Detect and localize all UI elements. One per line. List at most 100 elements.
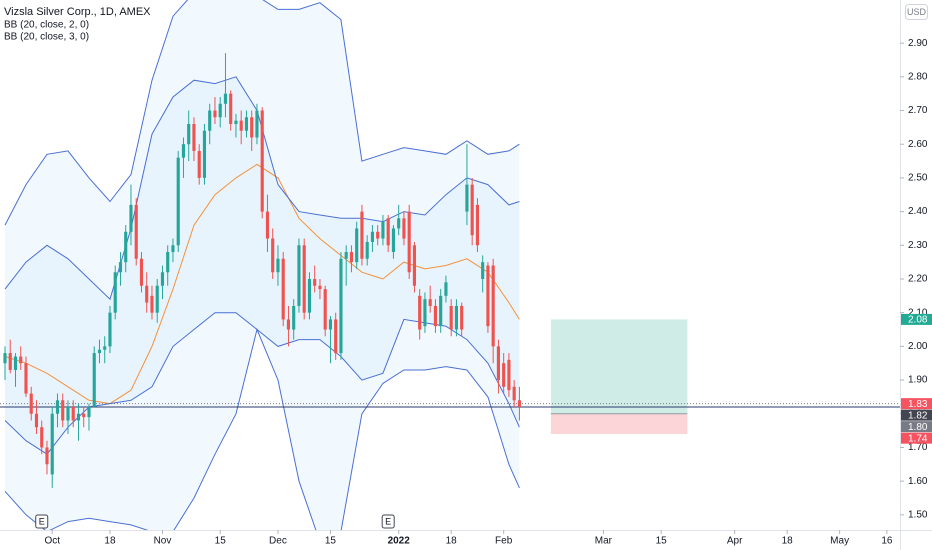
candle-body — [313, 278, 317, 286]
candle-body — [145, 285, 149, 303]
candle-body — [423, 299, 427, 327]
candle-body — [118, 262, 123, 273]
price-tag-label: 1.83 — [908, 399, 928, 410]
candle-body — [370, 231, 375, 242]
candle-body — [71, 407, 75, 421]
profit-zone[interactable] — [550, 319, 688, 414]
x-tick-label: 18 — [104, 536, 116, 547]
candle-body — [176, 157, 180, 246]
candle-body — [281, 258, 285, 320]
x-tick-label: Feb — [495, 536, 513, 547]
candle-body — [360, 211, 364, 259]
price-tag — [901, 432, 932, 444]
candle-body — [108, 312, 112, 347]
candle-body — [491, 265, 495, 347]
candle-body — [244, 117, 249, 131]
candle-body — [265, 211, 270, 239]
candle-body — [19, 356, 23, 364]
candle-body — [339, 258, 343, 354]
candle-body — [318, 285, 322, 290]
event-marker[interactable] — [35, 514, 49, 529]
candle-body — [218, 103, 222, 118]
candle-body — [444, 282, 448, 296]
price-tag-label: 1.82 — [908, 410, 928, 421]
y-tick-label: 2.00 — [908, 341, 928, 352]
candle-body — [402, 218, 406, 239]
currency-box[interactable] — [905, 4, 928, 20]
y-tick-label: 2.50 — [908, 173, 928, 184]
candle-body — [150, 295, 154, 313]
candle-body — [76, 413, 81, 421]
x-tick-label: Nov — [154, 536, 172, 547]
candle-body — [171, 245, 175, 253]
candle-body — [470, 184, 474, 236]
price-tag-label: 2.08 — [908, 315, 928, 326]
candle-body — [234, 120, 238, 124]
candle-body — [397, 218, 401, 229]
candle-body — [134, 204, 138, 259]
candle-body — [229, 93, 233, 124]
candle-body — [297, 245, 301, 306]
candle-body — [454, 305, 459, 330]
candle-body — [208, 110, 212, 131]
loss-zone[interactable] — [550, 413, 688, 434]
candle-body — [386, 218, 390, 246]
x-tick-label: Mar — [595, 536, 613, 547]
event-label: E — [385, 516, 391, 526]
candle-body — [13, 356, 18, 370]
candle-body — [250, 117, 254, 138]
candle-body — [292, 305, 296, 330]
candle-body — [124, 231, 128, 263]
candle-body — [202, 130, 207, 178]
candle-body — [323, 289, 327, 330]
candle-body — [34, 413, 39, 428]
candle-body — [334, 319, 338, 354]
candle-body — [271, 238, 275, 273]
candle-body — [3, 353, 7, 364]
x-tick-label: Apr — [727, 536, 743, 547]
candle-body — [239, 120, 243, 131]
candle-body — [412, 245, 417, 286]
candle-body — [40, 427, 44, 448]
candle-body — [187, 123, 191, 145]
candle-body — [223, 93, 228, 104]
candle-body — [103, 346, 107, 350]
band-line — [4, 327, 520, 530]
y-tick-label: 2.10 — [908, 307, 928, 318]
y-tick-label: 2.80 — [908, 71, 928, 82]
candle-body — [517, 400, 521, 408]
x-tick-label: 15 — [325, 536, 337, 547]
candle-body — [29, 393, 33, 414]
currency-label: USD — [907, 7, 927, 17]
candle-body — [160, 272, 165, 286]
candle-body — [97, 349, 102, 354]
candle-body — [8, 353, 12, 370]
candle-body — [286, 319, 291, 330]
chart-title: Vizsla Silver Corp., 1D, AMEX — [4, 6, 151, 18]
y-tick-label: 2.20 — [908, 274, 928, 285]
indicator-label[interactable]: BB (20, close, 2, 0) — [4, 20, 89, 31]
candle-body — [155, 285, 159, 313]
candle-body — [376, 231, 380, 239]
candle-body — [45, 447, 49, 465]
candle-body — [113, 272, 117, 313]
indicator-label[interactable]: BB (20, close, 3, 0) — [4, 32, 89, 43]
event-marker[interactable] — [381, 514, 395, 529]
candle-body — [381, 221, 385, 239]
price-tag — [901, 398, 932, 410]
candle-body — [276, 258, 280, 273]
candle-body — [213, 110, 217, 118]
price-tag — [901, 409, 932, 421]
candle-body — [139, 258, 144, 286]
x-tick-label: May — [830, 536, 849, 547]
candle-body — [475, 204, 480, 246]
candle-body — [418, 295, 422, 330]
price-tag-label: 1.80 — [908, 422, 928, 433]
candle-body — [307, 278, 312, 313]
x-tick-label: 15 — [656, 536, 668, 547]
candle-body — [365, 241, 369, 259]
candle-body — [61, 400, 65, 421]
